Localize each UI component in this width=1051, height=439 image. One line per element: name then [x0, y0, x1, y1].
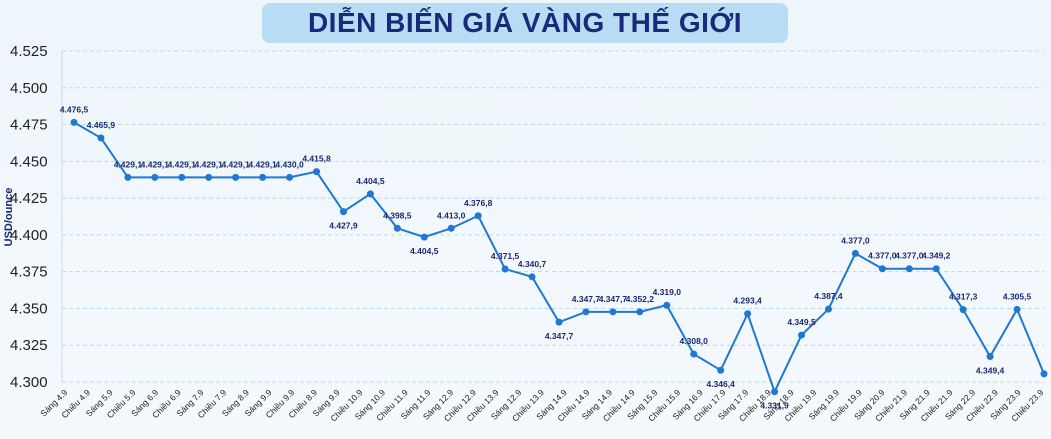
data-point — [97, 134, 105, 142]
data-label: 4.347,7 — [599, 294, 628, 304]
data-label: 4.377,0 — [895, 251, 924, 261]
y-axis-label: USD/ounce — [3, 188, 15, 247]
data-label: 4.317,3 — [949, 292, 978, 302]
data-point — [690, 350, 698, 358]
y-tick-label: 4.500 — [10, 80, 48, 97]
data-label: 4.398,5 — [383, 210, 412, 220]
data-label: 4.347,7 — [545, 331, 574, 341]
data-point — [905, 265, 913, 273]
data-point — [1040, 370, 1048, 378]
data-label: 4.429,1 — [168, 159, 197, 169]
data-point — [771, 388, 779, 396]
data-point — [609, 308, 617, 316]
data-point — [636, 308, 644, 316]
data-point — [1013, 305, 1021, 313]
data-point — [420, 233, 428, 241]
y-tick-label: 4.400 — [10, 227, 48, 244]
data-label: 4.346,4 — [706, 379, 735, 389]
data-label: 4.429,1 — [195, 159, 224, 169]
data-point — [986, 353, 994, 361]
data-label: 4.476,5 — [60, 104, 89, 114]
data-label: 4.387,4 — [814, 291, 843, 301]
data-point — [878, 265, 886, 273]
data-label: 4.349,4 — [976, 366, 1005, 376]
data-label: 4.376,8 — [464, 198, 493, 208]
data-label: 4.377,0 — [841, 235, 870, 245]
data-label: 4.427,9 — [329, 221, 358, 231]
y-tick-label: 4.375 — [10, 264, 48, 281]
data-label: 4.377,0 — [868, 251, 897, 261]
data-point — [286, 173, 294, 181]
data-label: 4.371,5 — [491, 251, 520, 261]
data-point — [205, 173, 213, 181]
title-banner: DIỄN BIẾN GIÁ VÀNG THẾ GIỚI — [262, 3, 788, 43]
data-point — [474, 212, 482, 220]
data-label: 4.331,9 — [760, 401, 789, 411]
data-label: 4.340,7 — [518, 259, 547, 269]
data-label: 4.293,4 — [733, 296, 762, 306]
data-label: 4.349,5 — [787, 317, 816, 327]
data-point — [798, 331, 805, 339]
data-point — [528, 273, 536, 281]
data-label: 4.404,5 — [410, 246, 439, 256]
data-point — [339, 208, 347, 216]
data-label: 4.349,2 — [922, 251, 951, 261]
data-point — [555, 318, 563, 326]
data-point — [366, 190, 374, 198]
data-label: 4.429,1 — [248, 159, 277, 169]
data-label: 4.319,0 — [653, 287, 682, 297]
data-label: 4.465,9 — [87, 120, 116, 130]
data-point — [259, 173, 267, 181]
chart-title: DIỄN BIẾN GIÁ VÀNG THẾ GIỚI — [307, 7, 743, 38]
data-point — [501, 265, 509, 273]
data-point — [232, 173, 240, 181]
data-label: 4.429,1 — [114, 159, 143, 169]
data-label: 4.305,5 — [1003, 291, 1032, 301]
data-point — [851, 249, 859, 257]
data-label: 4.429,1 — [141, 159, 170, 169]
data-point — [717, 366, 725, 374]
data-point — [824, 305, 832, 313]
data-label: 4.308,0 — [680, 336, 709, 346]
data-point — [932, 265, 940, 273]
data-point — [959, 306, 967, 314]
data-point — [447, 224, 455, 232]
data-label: 4.429,1 — [221, 159, 250, 169]
y-tick-label: 4.425 — [10, 190, 48, 207]
y-tick-label: 4.450 — [10, 153, 48, 170]
data-point — [70, 118, 78, 126]
data-label: 4.430,0 — [275, 159, 304, 169]
y-tick-label: 4.350 — [10, 300, 48, 317]
data-point — [313, 168, 320, 176]
data-point — [582, 308, 590, 316]
y-tick-label: 4.325 — [10, 337, 48, 354]
data-point — [124, 173, 132, 181]
data-point — [178, 173, 186, 181]
data-label: 4.347,7 — [572, 294, 601, 304]
data-label: 4.352,2 — [626, 294, 655, 304]
y-tick-label: 4.475 — [10, 117, 48, 134]
data-point — [151, 173, 159, 181]
data-label: 4.415,8 — [302, 154, 331, 164]
data-point — [663, 301, 671, 309]
data-point — [744, 310, 752, 318]
y-tick-label: 4.300 — [10, 374, 48, 391]
data-label: 4.404,5 — [356, 176, 385, 186]
y-tick-label: 4.525 — [10, 43, 48, 60]
data-label: 4.413,0 — [437, 210, 466, 220]
data-point — [393, 224, 401, 232]
